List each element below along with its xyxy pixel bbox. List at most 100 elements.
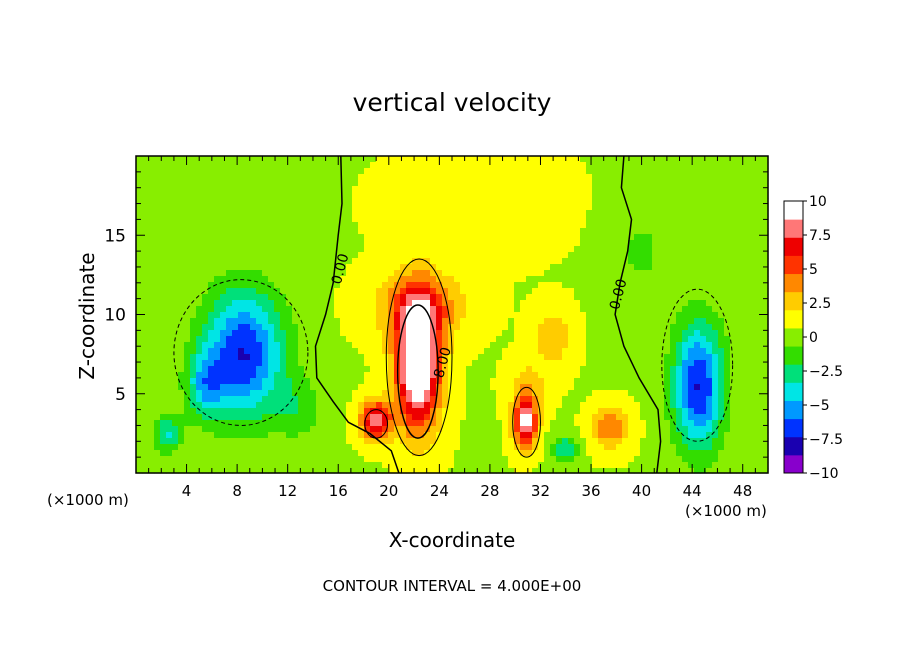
field-cell [148,234,155,241]
field-cell [334,330,341,337]
field-cell [664,414,671,421]
field-cell [250,318,257,325]
field-cell [640,288,647,295]
field-cell [316,216,323,223]
field-cell [676,258,683,265]
field-cell [460,420,467,427]
field-cell [406,210,413,217]
field-cell [352,228,359,235]
field-cell [286,228,293,235]
field-cell [628,300,635,307]
field-cell [688,174,695,181]
field-cell [448,198,455,205]
field-cell [640,348,647,355]
field-cell [700,366,707,373]
field-cell [676,426,683,433]
field-cell [592,228,599,235]
field-cell [754,354,761,361]
field-cell [196,324,203,331]
field-cell [160,192,167,199]
field-cell [724,258,731,265]
field-cell [412,312,419,319]
field-cell [574,366,581,373]
field-cell [442,216,449,223]
field-cell [172,330,179,337]
field-cell [430,276,437,283]
field-cell [700,162,707,169]
field-cell [586,246,593,253]
field-cell [526,162,533,169]
field-cell [370,330,377,337]
field-cell [148,186,155,193]
field-cell [262,432,269,439]
field-cell [586,432,593,439]
field-cell [358,288,365,295]
field-cell [400,288,407,295]
field-cell [214,294,221,301]
field-cell [310,240,317,247]
field-cell [454,168,461,175]
field-cell [202,396,209,403]
field-cell [526,312,533,319]
field-cell [202,276,209,283]
field-cell [442,330,449,337]
field-cell [274,390,281,397]
field-cell [742,246,749,253]
field-cell [382,246,389,253]
field-cell [202,246,209,253]
field-cell [706,330,713,337]
field-cell [478,324,485,331]
field-cell [328,270,335,277]
field-cell [694,294,701,301]
field-cell [472,342,479,349]
field-cell [268,432,275,439]
field-cell [616,240,623,247]
field-cell [262,336,269,343]
field-cell [730,366,737,373]
field-cell [142,336,149,343]
field-cell [676,330,683,337]
field-cell [262,234,269,241]
field-cell [652,198,659,205]
field-cell [706,300,713,307]
field-cell [490,234,497,241]
field-cell [652,156,659,163]
field-cell [484,354,491,361]
field-cell [424,204,431,211]
field-cell [580,300,587,307]
field-cell [154,336,161,343]
field-cell [664,228,671,235]
field-cell [664,234,671,241]
field-cell [742,336,749,343]
field-cell [724,390,731,397]
field-cell [748,324,755,331]
field-cell [700,312,707,319]
field-cell [424,378,431,385]
field-cell [694,168,701,175]
field-cell [382,240,389,247]
field-cell [274,396,281,403]
field-cell [658,186,665,193]
field-cell [658,318,665,325]
field-cell [580,204,587,211]
field-cell [322,282,329,289]
field-cell [550,192,557,199]
field-cell [208,378,215,385]
field-cell [148,294,155,301]
field-cell [514,312,521,319]
field-cell [178,360,185,367]
field-cell [616,372,623,379]
field-cell [160,348,167,355]
field-cell [142,300,149,307]
field-cell [538,162,545,169]
field-cell [178,426,185,433]
field-cell [694,186,701,193]
field-cell [268,210,275,217]
field-cell [328,366,335,373]
field-cell [604,366,611,373]
field-cell [274,354,281,361]
field-cell [430,258,437,265]
field-cell [730,156,737,163]
field-cell [304,306,311,313]
field-cell [580,258,587,265]
